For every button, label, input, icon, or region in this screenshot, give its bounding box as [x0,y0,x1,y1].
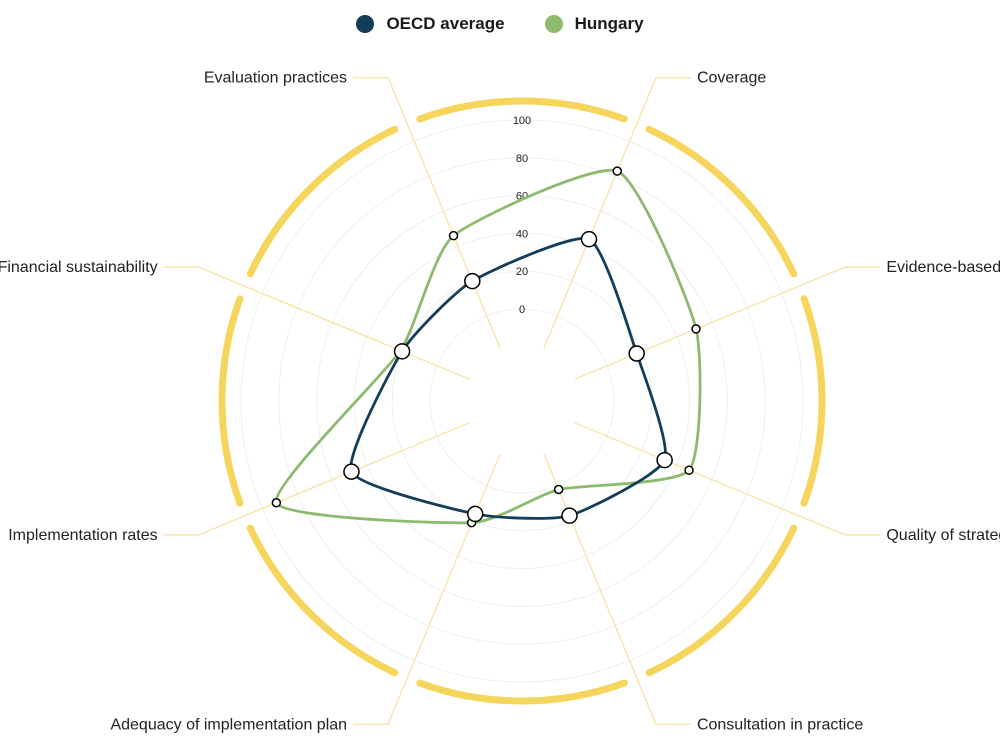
data-point-hungary [691,324,701,334]
radial-tick-label: 100 [513,115,531,127]
data-point-oecd [466,505,484,523]
data-point-oecd [656,451,673,469]
data-point-oecd [628,345,645,362]
series-line-hungary [274,168,702,525]
legend-item-hungary[interactable]: Hungary [544,14,644,34]
category-label: Implementation rates [8,527,157,544]
data-point-hungary [448,230,459,241]
radial-tick-label: 0 [519,304,525,316]
outer-ring-segment [218,295,244,507]
category-label: Evidence-based [886,259,1000,276]
outer-ring-segment [645,125,798,278]
axis-spoke [574,422,881,536]
axis-spoke [543,76,691,349]
data-point-hungary [612,166,622,176]
category-label: Coverage [697,70,766,87]
data-point-oecd [393,343,411,360]
legend: OECD average Hungary [0,10,1000,38]
legend-item-oecd[interactable]: OECD average [356,14,505,34]
data-point-oecd [580,230,598,248]
series-line-oecd [349,237,667,520]
legend-swatch-oecd [356,15,375,33]
outer-ring-segment [246,125,399,278]
outer-ring-segment [416,97,628,123]
radial-tick-label: 80 [516,153,528,165]
outer-ring-segment [800,295,826,507]
axis-spoke [543,453,691,726]
data-point-hungary [271,497,282,508]
axis-spoke [163,422,470,536]
axis-spoke [574,266,881,380]
data-point-hungary [684,465,694,475]
category-label: Quality of strategy [886,527,1000,544]
axis-spoke [163,266,470,380]
legend-label-oecd: OECD average [386,14,505,33]
data-point-oecd [464,272,481,290]
radial-tick-label: 40 [516,228,528,240]
legend-swatch-hungary [544,15,563,33]
axis-spoke [353,76,501,349]
grid-circle [316,195,728,607]
data-point-oecd [561,507,578,524]
category-label: Consultation in practice [697,716,863,733]
outer-ring-segment [416,679,628,705]
outer-ring-segment [246,524,399,677]
outer-ring-segment [645,524,798,677]
grid-circle [429,308,615,494]
grid-circle [278,157,766,645]
category-label: Evaluation practices [204,70,347,87]
grid-circle [240,119,804,683]
axis-spoke [353,453,501,726]
data-point-hungary [553,484,564,495]
data-point-oecd [343,463,360,480]
category-label: Financial sustainability [0,259,158,276]
legend-label-hungary: Hungary [574,14,644,33]
radial-tick-label: 20 [516,266,528,278]
category-label: Adequacy of implementation plan [110,716,347,733]
